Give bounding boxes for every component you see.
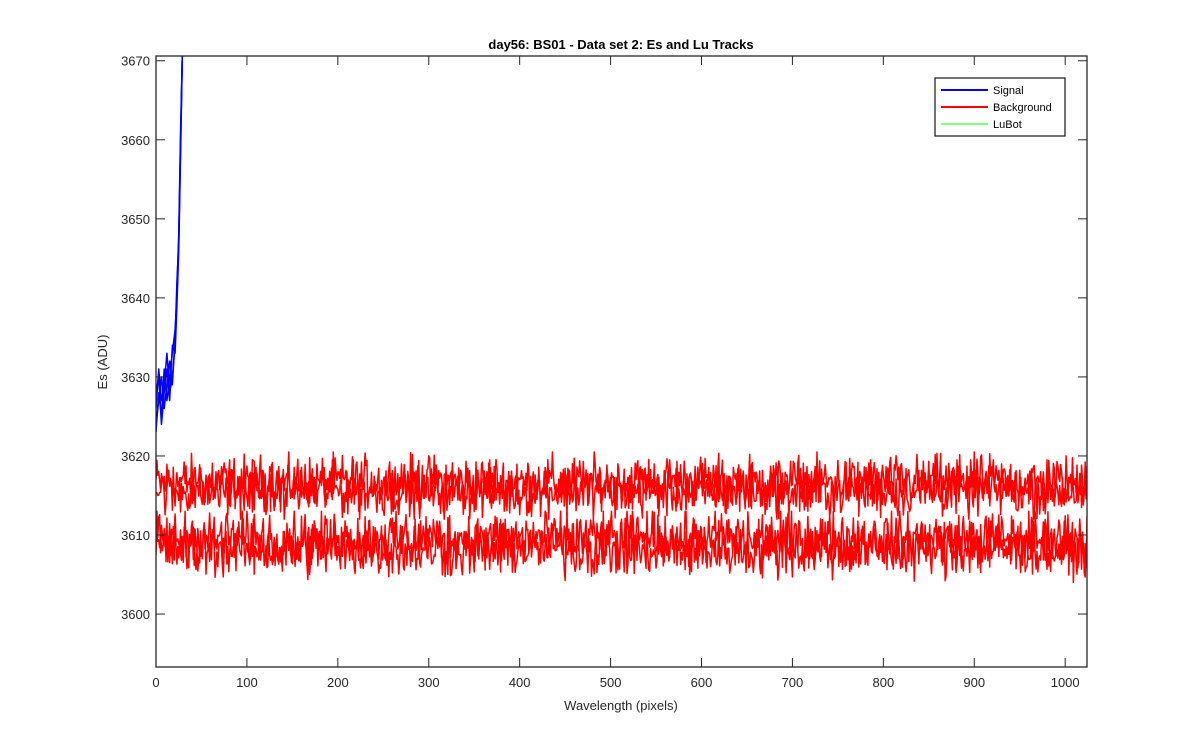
y-tick-label: 3620 <box>121 449 150 464</box>
x-tick-label: 1000 <box>1051 675 1080 690</box>
legend-label-signal: Signal <box>993 85 1024 97</box>
axes-box <box>155 55 1088 668</box>
plot-area <box>156 56 1087 667</box>
y-tick-label: 3600 <box>121 607 150 622</box>
signal-line-3 <box>156 56 184 426</box>
x-tick-label: 200 <box>327 675 349 690</box>
y-tick-label: 3640 <box>121 291 150 306</box>
y-tick-label: 3630 <box>121 370 150 385</box>
background-line-0 <box>156 451 1087 513</box>
x-tick-label: 900 <box>963 675 985 690</box>
x-tick-label: 800 <box>872 675 894 690</box>
legend-label-background: Background <box>993 102 1052 114</box>
x-tick-label: 300 <box>418 675 440 690</box>
x-tick-label: 0 <box>152 675 159 690</box>
background-line-3 <box>156 518 1087 584</box>
x-tick-label: 500 <box>600 675 622 690</box>
y-tick-label: 3670 <box>121 54 150 69</box>
x-tick-label: 600 <box>691 675 713 690</box>
background-line-1 <box>156 459 1087 520</box>
legend: Signal Background LuBot <box>934 77 1066 137</box>
legend-label-lubot: LuBot <box>993 119 1022 131</box>
x-axis-label: Wavelength (pixels) <box>564 698 678 713</box>
tick-layer: 0 100 200 300 400 500 600 700 800 900 1000 3600 3610… <box>121 54 1087 690</box>
y-axis-label: Es (ADU) <box>95 335 110 390</box>
x-tick-label: 400 <box>509 675 531 690</box>
x-tick-label: 700 <box>782 675 804 690</box>
y-tick-label: 3650 <box>121 212 150 227</box>
x-tick-label: 100 <box>236 675 258 690</box>
chart-title: day56: BS01 - Data set 2: Es and Lu Trac… <box>488 37 753 52</box>
y-tick-label: 3660 <box>121 133 150 148</box>
y-tick-label: 3610 <box>121 528 150 543</box>
series-layer <box>156 56 1087 584</box>
